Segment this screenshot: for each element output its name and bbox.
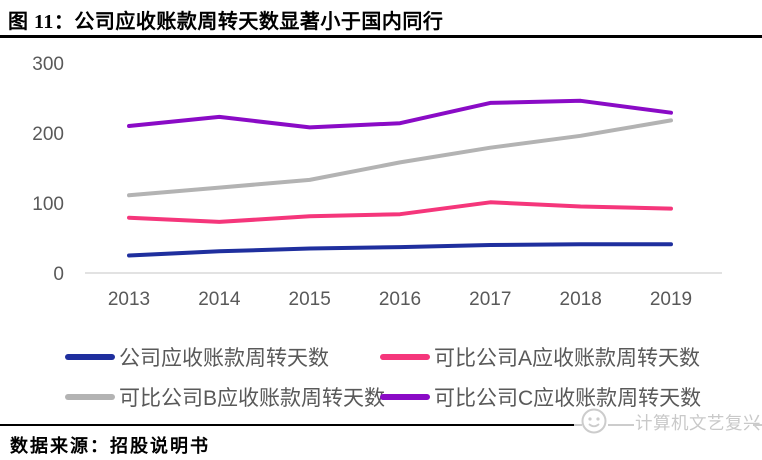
x-tick-label: 2017 — [469, 289, 511, 310]
watermark-logo-icon — [581, 408, 607, 434]
y-tick-label: 100 — [32, 194, 64, 215]
series-line — [127, 98, 673, 130]
legend-swatch-company — [65, 354, 115, 360]
legend-label-company: 公司应收账款周转天数 — [119, 347, 329, 370]
watermark-text: 计算机文艺复兴 — [634, 410, 762, 435]
chart-legend: 公司应收账款周转天数 可比公司A应收账款周转天数 可比公司B应收账款周转天数 可… — [0, 330, 762, 410]
legend-label-peer-b: 可比公司B应收账款周转天数 — [119, 387, 386, 410]
x-tick-label: 2013 — [108, 289, 150, 310]
series-line — [127, 118, 673, 198]
series-line — [127, 200, 673, 224]
x-tick-label: 2019 — [650, 289, 692, 310]
legend-item-peer-a: 可比公司A应收账款周转天数 — [380, 342, 700, 372]
y-tick-label: 0 — [53, 264, 64, 285]
data-source: 数据来源：招股说明书 — [10, 436, 210, 456]
legend-swatch-peer-b — [65, 394, 115, 400]
y-tick-label: 300 — [32, 54, 64, 75]
x-tick-label: 2016 — [379, 289, 421, 310]
x-tick-label: 2018 — [560, 289, 602, 310]
x-tick-label: 2015 — [289, 289, 331, 310]
series-line — [127, 242, 673, 258]
legend-label-peer-a: 可比公司A应收账款周转天数 — [434, 347, 701, 370]
line-chart: 0 100 200 300 2013 2014 2015 2016 2017 2018 2019 — [32, 54, 722, 310]
watermark: 计算机文艺复兴 — [570, 400, 762, 442]
watermark-dash — [753, 424, 762, 426]
legend-item-company: 公司应收账款周转天数 — [65, 342, 329, 372]
legend-swatch-peer-c — [380, 394, 430, 400]
watermark-dash — [574, 424, 582, 426]
x-tick-label: 2014 — [198, 289, 241, 310]
figure-title: 图 11：公司应收账款周转天数显著小于国内同行 — [8, 11, 444, 33]
y-tick-label: 200 — [32, 124, 64, 145]
legend-label-peer-c: 可比公司C应收账款周转天数 — [434, 387, 702, 410]
title-divider — [0, 35, 762, 38]
watermark-dash — [608, 424, 634, 426]
footer-divider — [0, 424, 575, 426]
legend-swatch-peer-a — [380, 354, 430, 360]
legend-item-peer-b: 可比公司B应收账款周转天数 — [65, 382, 385, 412]
legend-item-peer-c: 可比公司C应收账款周转天数 — [380, 382, 701, 412]
